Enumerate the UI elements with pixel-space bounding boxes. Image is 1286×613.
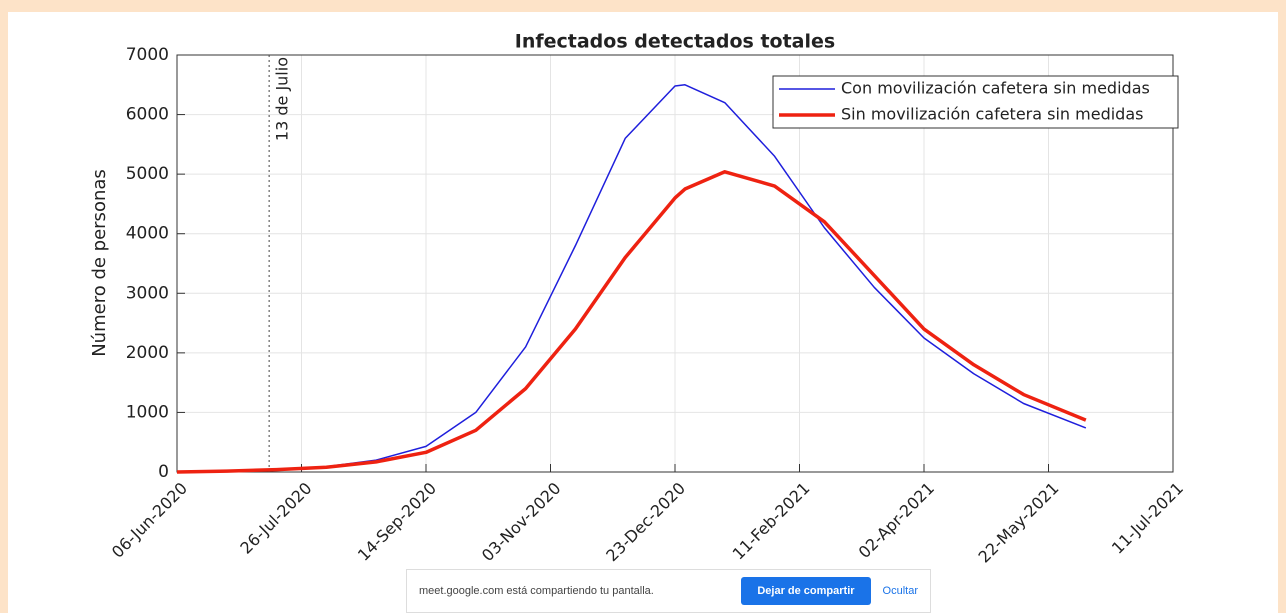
y-tick-label: 4000 — [126, 224, 169, 244]
y-tick-label: 1000 — [126, 402, 169, 422]
y-tick-label: 6000 — [126, 105, 169, 125]
legend-label: Con movilización cafetera sin medidas — [841, 79, 1150, 98]
y-tick-label: 2000 — [126, 343, 169, 363]
plot-frame — [176, 54, 1174, 473]
share-message: meet.google.com está compartiendo tu pan… — [419, 585, 654, 597]
share-bar: meet.google.com está compartiendo tu pan… — [406, 569, 931, 613]
hide-button[interactable]: Ocultar — [882, 585, 918, 597]
y-axis-label: Número de personas — [89, 169, 110, 357]
y-tick-label: 7000 — [126, 45, 169, 65]
y-tick-label: 5000 — [126, 164, 169, 184]
legend-box — [772, 75, 1179, 129]
chart-title: Infectados detectados totales — [515, 31, 835, 53]
series-line — [176, 170, 1087, 474]
annotation-label: 13 de Julio — [273, 57, 292, 141]
y-tick-label: 0 — [158, 462, 169, 482]
stop-sharing-button[interactable]: Dejar de compartir — [741, 577, 871, 605]
legend-label: Sin movilización cafetera sin medidas — [841, 105, 1143, 124]
y-tick-label: 3000 — [126, 283, 169, 303]
